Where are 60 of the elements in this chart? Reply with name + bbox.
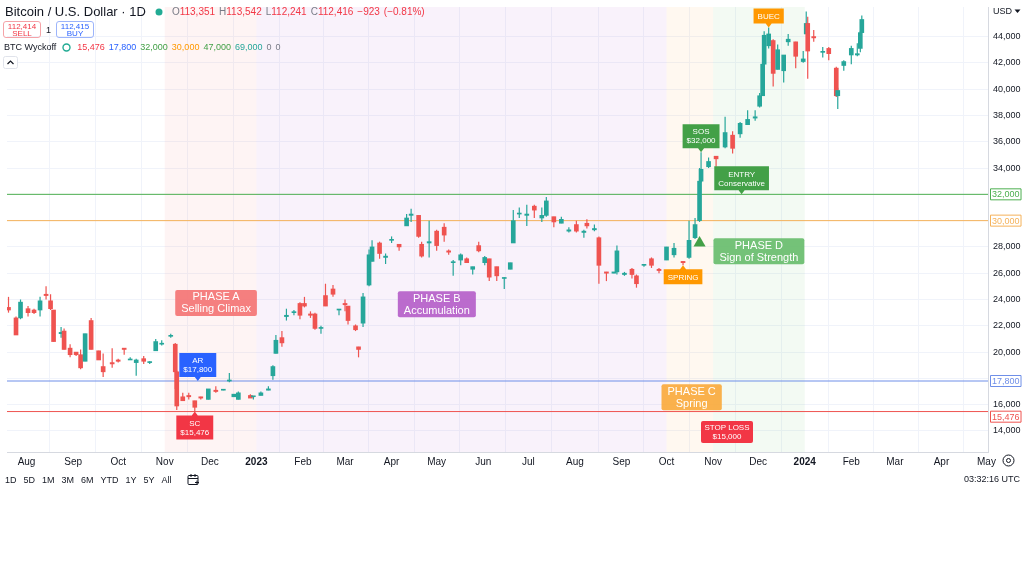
- x-tick-label: Mar: [886, 455, 905, 467]
- x-tick-label: 2023: [245, 455, 268, 467]
- x-tick-label: Aug: [565, 455, 584, 467]
- band-label: PHASE A Selling Climax: [181, 290, 252, 315]
- annotation: STOP LOSS $15,000: [701, 421, 753, 443]
- x-tick-label: Jul: [521, 455, 535, 467]
- annotation: SOS $32,000: [686, 127, 717, 146]
- annotation: 15,476 17,800 32,000 30,000 47,000 69,000 0 0: [77, 42, 281, 52]
- x-tick-label: Nov: [704, 455, 722, 467]
- annotation: SPRING: [667, 272, 699, 282]
- annotation: BTC Wyckoff: [4, 42, 57, 52]
- y-tick-label: 16,000: [993, 399, 1021, 410]
- annotation: 1: [46, 24, 52, 35]
- x-tick-label: Mar: [336, 455, 355, 467]
- y-tick-label: 38,000: [993, 109, 1021, 120]
- band-label: PHASE C Spring: [667, 384, 716, 409]
- buy-button: 112,415 BUY: [56, 21, 94, 38]
- x-tick-label: Sep: [64, 455, 83, 467]
- text: 03:32:16 UTC: [963, 474, 1020, 484]
- band-label: PHASE B Accumulation: [403, 291, 470, 316]
- y-tick-label: 36,000: [993, 136, 1021, 147]
- x-tick-label: Oct: [658, 455, 675, 467]
- x-tick-label: Feb: [294, 455, 313, 467]
- sell-button: 112,414 SELL: [3, 21, 41, 38]
- x-tick-label: Dec: [200, 455, 219, 467]
- y-tick-label: 28,000: [993, 241, 1021, 252]
- y-tick-label: 42,000: [993, 57, 1021, 68]
- annotation: SC $15,476: [180, 418, 210, 437]
- ref-line-label: 32,000: [992, 189, 1020, 200]
- text: O113,351 H113,542 L112,241 C112,416 −923 (−0.81%): [171, 6, 425, 17]
- y-axis-title: USD: [993, 6, 1013, 17]
- y-tick-label: 26,000: [993, 267, 1021, 278]
- y-tick-label: 34,000: [993, 162, 1021, 173]
- ref-line-label: 30,000: [992, 215, 1020, 226]
- x-tick-label: Sep: [612, 455, 631, 467]
- x-tick-label: May: [427, 455, 447, 467]
- x-tick-label: Oct: [110, 455, 127, 467]
- y-tick-label: 20,000: [993, 346, 1021, 357]
- chart-title: Bitcoin / U.S. Dollar · 1D: [5, 4, 146, 19]
- ref-line-label: 15,476: [992, 411, 1020, 422]
- x-tick-label: 2024: [793, 455, 817, 467]
- x-tick-label: Nov: [155, 455, 174, 467]
- x-tick-label: Apr: [933, 455, 950, 467]
- y-tick-label: 14,000: [993, 425, 1021, 436]
- ref-line-label: 17,800: [992, 375, 1020, 386]
- x-tick-label: Feb: [842, 455, 861, 467]
- band-label: PHASE D Sign of Strength: [719, 238, 799, 263]
- y-tick-label: 44,000: [993, 31, 1021, 42]
- x-tick-label: Aug: [17, 455, 36, 467]
- y-tick-label: 22,000: [993, 320, 1021, 331]
- annotation: ENTRY Conservative: [718, 169, 766, 188]
- annotation: BUEC: [757, 11, 780, 21]
- text: 1D 5D 1M 3M 6M YTD 1Y 5Y All: [5, 474, 172, 485]
- annotation: AR $17,800: [183, 356, 213, 375]
- x-tick-label: Jun: [475, 455, 492, 467]
- y-tick-label: 40,000: [993, 83, 1021, 94]
- x-tick-label: May: [977, 455, 996, 467]
- x-tick-label: Dec: [749, 455, 768, 467]
- x-tick-label: Apr: [383, 455, 401, 467]
- y-tick-label: 24,000: [993, 293, 1021, 304]
